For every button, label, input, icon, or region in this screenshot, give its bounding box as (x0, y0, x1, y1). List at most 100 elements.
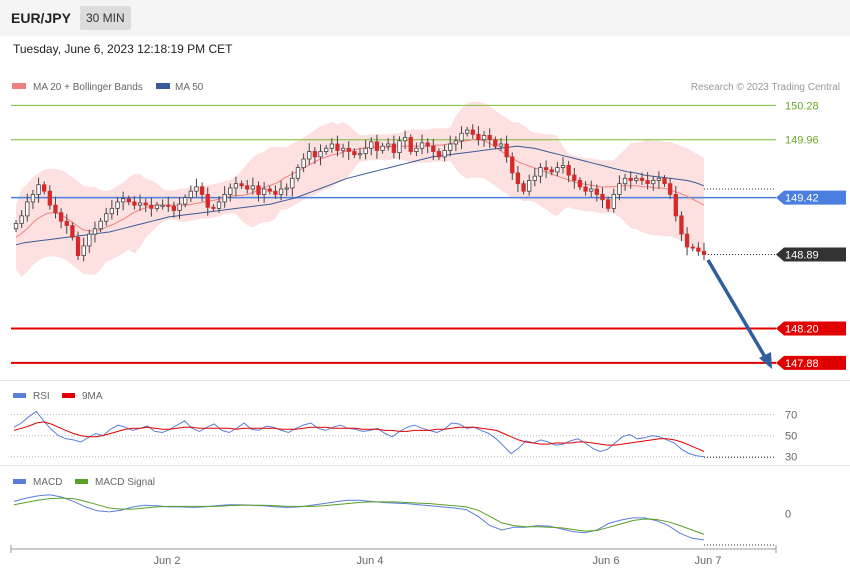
candle-body (696, 247, 701, 252)
candle-body (645, 180, 650, 185)
macd-signal-line (13, 497, 705, 535)
candle-body (166, 204, 171, 207)
candle-body (261, 188, 267, 195)
price-level-label: 149.42 (785, 193, 819, 205)
rsi-tick-label: 50 (785, 431, 797, 443)
price-levels: 150.28 149.96 149.42 148.89 148.20 147.88 (11, 100, 846, 370)
candle-body (425, 142, 430, 147)
candle-body (132, 201, 137, 206)
candle-body (481, 135, 487, 141)
candle-body (233, 183, 239, 189)
rsi-ma-legend-swatch (62, 393, 75, 398)
price-level-label: 148.20 (785, 324, 819, 336)
candle-body (188, 190, 193, 199)
candle-body (583, 186, 588, 192)
price-level-label: 147.88 (785, 358, 819, 370)
ma50-line (15, 145, 705, 246)
price-level-tag (776, 355, 846, 370)
candle-body (126, 198, 131, 203)
x-tick-label: Jun 2 (154, 555, 181, 567)
candle-body (555, 167, 560, 173)
price-level-label: 148.89 (785, 249, 819, 261)
rsi-line (13, 410, 705, 458)
candle-body (605, 199, 611, 209)
rsi-chart[interactable]: RSI 9MA 70 50 30 (0, 382, 850, 464)
candle-body (205, 194, 210, 208)
bollinger-band-fill (16, 101, 704, 277)
candle-body (278, 188, 284, 195)
candle-body (628, 177, 633, 181)
candle-body (143, 202, 148, 206)
candle-body (662, 177, 667, 185)
candle-body (419, 142, 425, 149)
candle-body (307, 151, 312, 160)
candle-body (543, 167, 549, 171)
candle-body (476, 133, 481, 141)
candle-body (222, 194, 227, 203)
candle-body (498, 143, 504, 147)
candle-body (109, 207, 115, 215)
candle-body (250, 185, 256, 190)
candle-body (352, 151, 357, 156)
candle-body (115, 201, 120, 209)
candle-body (324, 147, 329, 152)
candle-body (42, 184, 47, 192)
candle-body (572, 174, 577, 181)
candle-body (442, 150, 447, 158)
candle-body (668, 183, 673, 195)
macd-chart[interactable]: MACD MACD Signal 0 Jun 2 Jun 4 Jun 6 Jun 7 (0, 466, 850, 576)
x-tick-label: Jun 4 (357, 555, 384, 567)
candle-body (58, 212, 64, 222)
candle-body (340, 147, 346, 151)
macd-signal-legend-swatch (75, 479, 88, 484)
candle-body (701, 250, 707, 255)
candle-body (532, 175, 537, 181)
x-tick-label: Jun 6 (593, 555, 620, 567)
rsi-legend-label: RSI (33, 391, 50, 402)
price-level-label: 149.96 (785, 135, 819, 147)
candle-body (684, 233, 690, 248)
candle-body (87, 233, 92, 247)
candle-body (656, 177, 662, 181)
price-level-label: 150.28 (785, 100, 819, 112)
candle-body (679, 215, 684, 235)
panel-divider (0, 465, 850, 466)
candle-body (386, 143, 391, 147)
candle-body (199, 186, 205, 195)
candle-body (408, 137, 413, 152)
forecast-arrow-head (759, 352, 772, 369)
candle-body (171, 205, 177, 211)
candle-body (397, 140, 402, 153)
price-level-tag (776, 247, 846, 262)
candlesticks (13, 124, 707, 262)
candle-body (104, 213, 109, 222)
chart-header: EUR/JPY 30 MIN (0, 0, 850, 36)
candle-body (53, 204, 58, 214)
candle-body (329, 143, 334, 149)
candle-body (521, 183, 526, 192)
candle-body (216, 201, 222, 209)
panel-divider (0, 380, 850, 381)
candle-body (228, 187, 233, 195)
rsi-tick-label: 30 (785, 452, 797, 464)
candle-body (64, 220, 69, 226)
candle-body (470, 129, 475, 135)
candle-body (194, 186, 199, 192)
candle-body (436, 151, 442, 158)
rsi-lines: 70 50 30 (11, 410, 797, 464)
candle-body (47, 190, 52, 206)
candle-body (318, 151, 323, 158)
candle-body (380, 145, 385, 151)
candle-body (690, 246, 695, 249)
candle-body (211, 206, 216, 209)
candle-body (290, 177, 295, 189)
candle-body (510, 156, 515, 174)
candle-body (414, 147, 419, 152)
interval-button[interactable]: 30 MIN (80, 6, 131, 30)
price-chart[interactable]: MA 20 + Bollinger Bands MA 50 Research ©… (0, 66, 850, 380)
candle-body (30, 194, 36, 203)
credit-text: Research © 2023 Trading Central (691, 82, 840, 93)
macd-legend-label: MACD (33, 477, 62, 488)
candle-body (75, 236, 81, 256)
candle-body (634, 177, 639, 181)
